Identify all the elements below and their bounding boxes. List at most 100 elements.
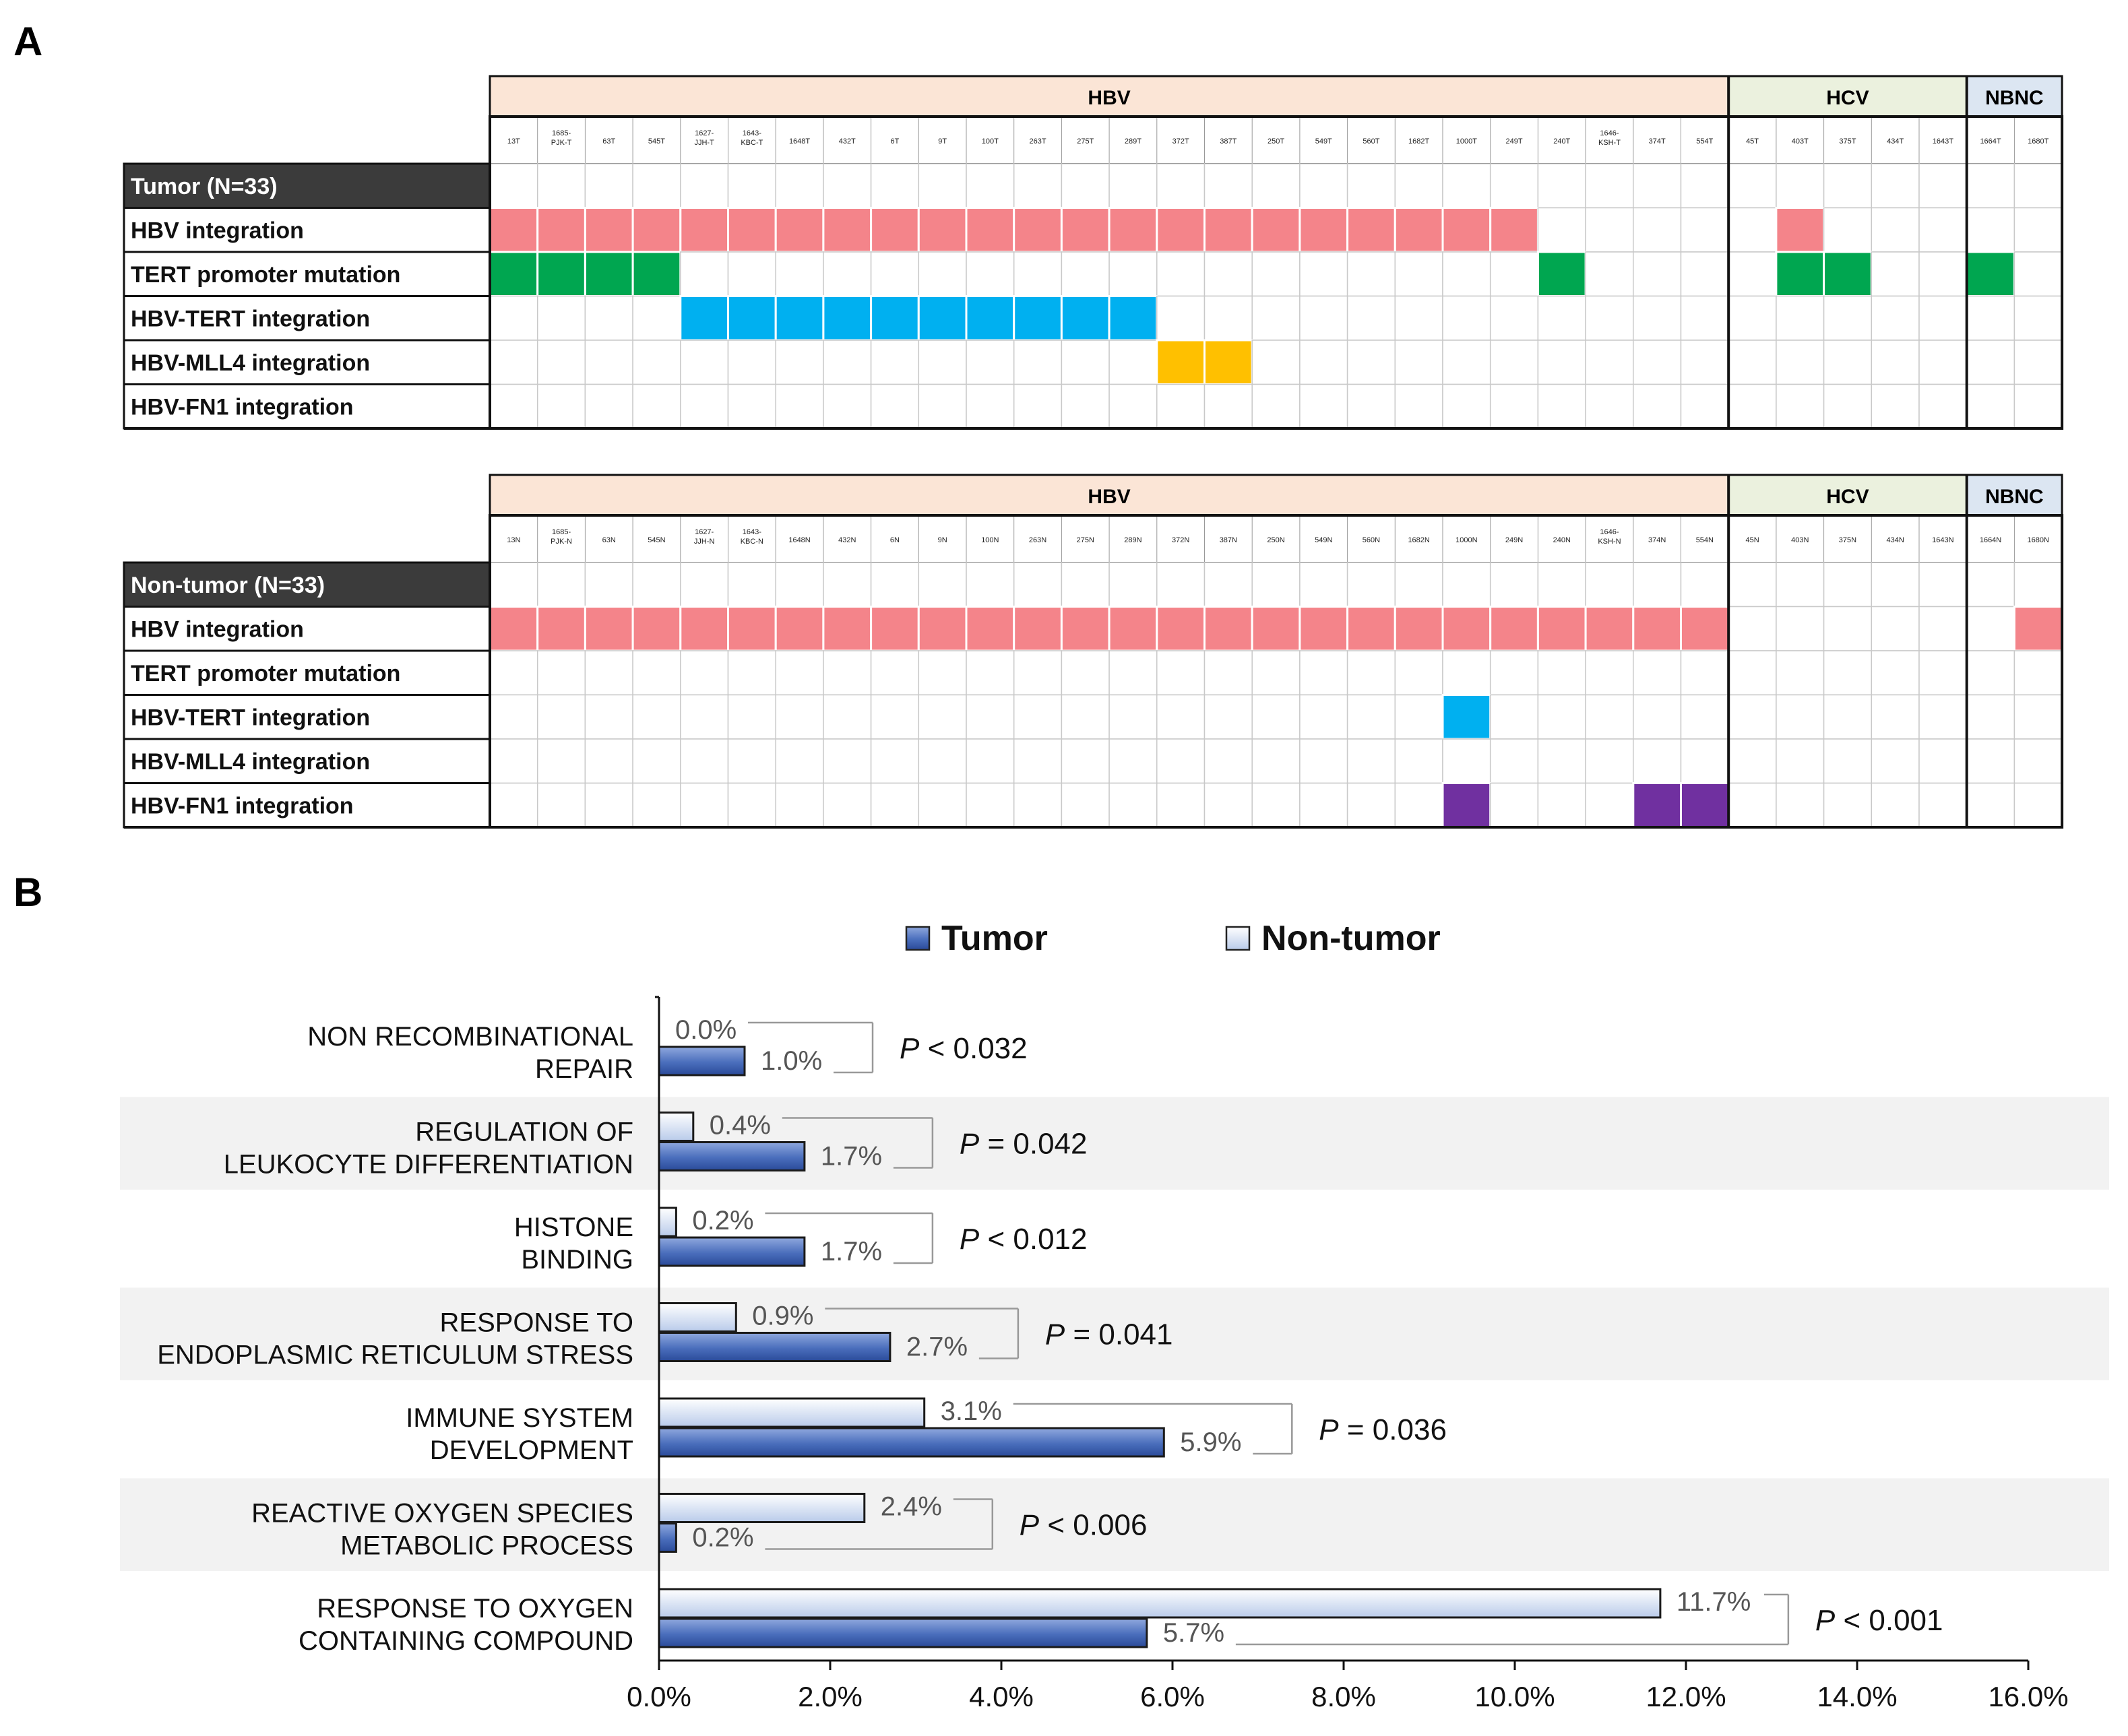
grid-cell-filled xyxy=(1441,606,1492,652)
grid-cell xyxy=(870,738,920,784)
grid-cell xyxy=(1633,163,1682,209)
x-tick-label: 12.0% xyxy=(1646,1681,1726,1712)
grid-cell xyxy=(2013,340,2063,385)
row-label-cell xyxy=(123,782,491,829)
sample-id-label: 1643-KBC-N xyxy=(741,528,763,546)
sample-id-label: 1643-KBC-T xyxy=(741,129,763,147)
legend-label-non-tumor: Non-tumor xyxy=(1261,919,1441,958)
grid-cell-filled xyxy=(1156,207,1206,253)
bar-tumor xyxy=(658,1141,806,1171)
grid-cell xyxy=(536,163,586,209)
grid-cell xyxy=(1489,694,1539,740)
sample-id-label: 374T xyxy=(1649,137,1666,146)
grid-cell-filled xyxy=(774,295,825,342)
grid-cell xyxy=(1489,738,1539,784)
sample-id-label: 45T xyxy=(1746,137,1759,146)
row-label: HBV integration xyxy=(131,218,304,244)
grid-cell xyxy=(1346,251,1396,297)
grid-cell xyxy=(1251,694,1301,740)
grid-cell xyxy=(1728,782,1777,828)
grid-cell xyxy=(1251,782,1301,828)
grid-cell-filled xyxy=(1156,339,1206,385)
category-label: RESPONSE TO ENDOPLASMIC RETICULUM STRESS xyxy=(157,1308,633,1370)
grid-cell xyxy=(1728,606,1777,651)
p-value-label: P < 0.006 xyxy=(1020,1509,1148,1542)
grid-cell-filled xyxy=(1394,207,1444,253)
grid-cell xyxy=(1108,738,1158,784)
grid-cell xyxy=(1871,340,1920,385)
grid-cell xyxy=(680,694,729,740)
grid-cell xyxy=(632,694,681,740)
grid-cell-filled xyxy=(584,606,634,652)
grid-cell xyxy=(1346,383,1396,429)
grid-cell xyxy=(1966,207,2015,253)
grid-cell-filled xyxy=(965,207,1015,253)
grid-cell xyxy=(918,694,967,740)
row-label-cell xyxy=(123,339,491,385)
grid-cell xyxy=(1823,562,1873,608)
grid-cell-filled xyxy=(727,295,777,342)
group-label-hbv: HBV xyxy=(1088,486,1130,508)
grid-cell xyxy=(2013,694,2063,740)
grid-cell xyxy=(1203,738,1253,784)
category-label: NON RECOMBINATIONAL REPAIR xyxy=(307,1022,633,1084)
x-tick-label: 0.0% xyxy=(627,1681,691,1712)
panel-a-letter: A xyxy=(13,19,42,64)
grid-cell xyxy=(1633,383,1682,429)
grid-cell-filled xyxy=(1060,606,1110,652)
grid-cell xyxy=(1299,738,1348,784)
grid-cell-filled xyxy=(1203,207,1253,253)
sample-id-row xyxy=(489,116,2063,164)
grid-cell xyxy=(1299,251,1348,297)
grid-cell xyxy=(870,694,920,740)
bar-tumor xyxy=(658,1046,746,1076)
grid-cell xyxy=(1013,340,1063,385)
grid-cell xyxy=(1394,251,1443,297)
grid-cell xyxy=(1489,782,1539,828)
grid-cell-filled xyxy=(1251,606,1301,652)
group-band-hbv xyxy=(489,75,1730,118)
grid-cell xyxy=(536,694,586,740)
grid-cell-filled xyxy=(727,606,777,652)
grid-cell xyxy=(775,163,824,209)
grid-cell xyxy=(1156,251,1206,297)
grid-cell xyxy=(1728,207,1777,253)
row-label-cell xyxy=(123,606,491,652)
value-label-tumor: 1.7% xyxy=(821,1142,882,1171)
grid-cell xyxy=(1346,694,1396,740)
grid-cell-filled xyxy=(1823,251,1873,297)
grid-cell xyxy=(966,694,1015,740)
grid-cell-filled xyxy=(1489,606,1539,652)
sample-id-label: 6N xyxy=(890,536,900,544)
row-label: HBV-FN1 integration xyxy=(131,794,354,819)
grid-cell-filled xyxy=(1584,606,1635,652)
p-value-label: P < 0.012 xyxy=(960,1223,1088,1256)
grid-cell xyxy=(1537,163,1586,209)
grid-cell xyxy=(1537,782,1586,828)
sample-id-label: 549T xyxy=(1315,137,1332,146)
bar-non-tumor xyxy=(658,1493,866,1523)
category-band xyxy=(120,1287,2109,1380)
grid-cell xyxy=(584,650,633,696)
row-label: HBV-TERT integration xyxy=(131,705,370,731)
grid-cell-filled xyxy=(1060,295,1110,342)
group-label-hcv: HCV xyxy=(1826,486,1869,508)
grid-cell-filled xyxy=(1156,606,1206,652)
sample-id-label: 1000N xyxy=(1456,536,1477,544)
grid-cell xyxy=(823,650,872,696)
sample-id-label: 554T xyxy=(1696,137,1713,146)
grid-cell xyxy=(966,782,1015,828)
grid-cell xyxy=(1633,562,1682,608)
grid-cell xyxy=(1537,650,1586,696)
legend-swatch-non-tumor xyxy=(1225,926,1251,951)
grid-cell xyxy=(1156,650,1206,696)
grid-cell xyxy=(823,782,872,828)
grid-cell xyxy=(727,738,776,784)
grid-cell xyxy=(1585,207,1634,253)
grid-cell xyxy=(918,562,967,608)
grid-cell xyxy=(1871,207,1920,253)
grid-cell xyxy=(1633,295,1682,341)
grid-cell-filled xyxy=(870,606,920,652)
significance-bracket xyxy=(825,1308,1020,1359)
grid-cell xyxy=(1299,694,1348,740)
